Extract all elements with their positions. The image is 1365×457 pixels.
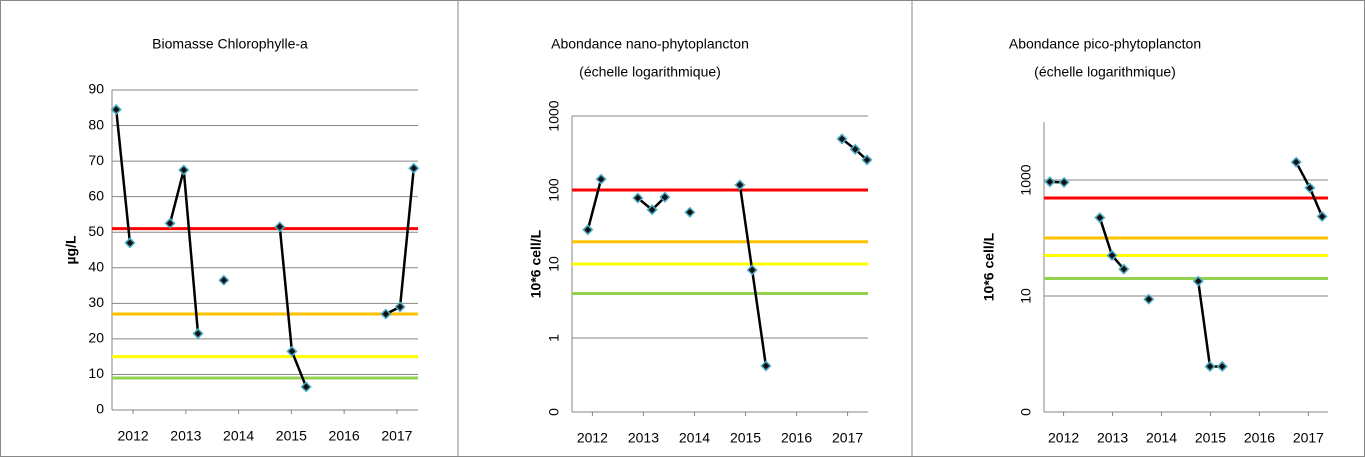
x-tick-label: 2014 bbox=[223, 428, 254, 444]
data-point bbox=[632, 192, 644, 204]
y-tick-label: 20 bbox=[88, 330, 104, 346]
data-point bbox=[746, 264, 758, 276]
data-point bbox=[836, 133, 848, 145]
y-tick-label: 1 bbox=[546, 334, 562, 342]
chart-title: Abondance nano-phytoplancton bbox=[551, 36, 749, 52]
chart-subtitle: (échelle logarithmique) bbox=[1034, 64, 1176, 80]
data-point bbox=[192, 327, 204, 340]
chart-title: Biomasse Chlorophylle-a bbox=[152, 36, 308, 52]
data-point bbox=[1094, 212, 1106, 224]
x-tick-label: 2015 bbox=[1195, 430, 1226, 446]
y-tick-label: 1000 bbox=[546, 100, 562, 131]
data-point bbox=[408, 162, 420, 174]
y-axis-title: 10*6 cell/L bbox=[981, 232, 997, 301]
y-tick-label: 10 bbox=[88, 365, 104, 381]
data-point bbox=[218, 274, 230, 286]
data-point bbox=[124, 237, 136, 249]
x-tick-label: 2016 bbox=[329, 428, 360, 444]
y-tick-label: 10 bbox=[1018, 288, 1034, 304]
data-point bbox=[1316, 210, 1328, 223]
y-tick-label: 0 bbox=[546, 408, 562, 416]
x-tick-label: 2015 bbox=[730, 430, 761, 446]
data-point bbox=[734, 179, 746, 191]
data-point bbox=[659, 191, 671, 203]
y-tick-label: 10 bbox=[546, 256, 562, 272]
y-tick-label: 0 bbox=[1018, 408, 1034, 416]
data-point bbox=[1143, 293, 1155, 305]
data-point bbox=[1118, 263, 1130, 275]
x-tick-label: 2017 bbox=[832, 430, 863, 446]
x-tick-label: 2013 bbox=[1097, 430, 1128, 446]
data-point bbox=[582, 224, 594, 236]
data-point bbox=[861, 154, 873, 166]
y-tick-label: 1000 bbox=[1018, 164, 1034, 195]
data-point bbox=[849, 143, 861, 155]
x-tick-label: 2014 bbox=[679, 430, 710, 446]
data-point bbox=[178, 164, 190, 176]
y-tick-label: 50 bbox=[88, 223, 104, 239]
x-tick-label: 2013 bbox=[628, 430, 659, 446]
x-tick-label: 2013 bbox=[170, 428, 201, 444]
y-tick-label: 90 bbox=[88, 81, 104, 97]
chart-subtitle: (échelle logarithmique) bbox=[579, 64, 721, 80]
y-axis-title: 10*6 cell/L bbox=[528, 229, 544, 298]
data-point bbox=[684, 206, 696, 218]
data-point bbox=[595, 173, 607, 185]
data-point bbox=[300, 381, 312, 393]
data-point bbox=[380, 308, 392, 320]
x-tick-label: 2012 bbox=[118, 428, 149, 444]
data-point bbox=[1304, 182, 1316, 194]
data-point bbox=[110, 103, 122, 116]
y-tick-label: 100 bbox=[546, 178, 562, 202]
data-point bbox=[164, 217, 176, 229]
x-tick-label: 2016 bbox=[1244, 430, 1275, 446]
y-tick-label: 30 bbox=[88, 294, 104, 310]
y-axis-title: µg/L bbox=[63, 235, 79, 265]
data-point bbox=[1204, 360, 1216, 373]
x-tick-label: 2017 bbox=[381, 428, 412, 444]
data-point bbox=[1058, 176, 1070, 188]
data-point bbox=[286, 345, 298, 357]
x-tick-label: 2015 bbox=[276, 428, 307, 444]
y-tick-label: 0 bbox=[96, 401, 104, 417]
data-point bbox=[1044, 176, 1056, 188]
y-tick-label: 70 bbox=[88, 152, 104, 168]
chart-title: Abondance pico-phytoplancton bbox=[1009, 36, 1201, 52]
y-tick-label: 60 bbox=[88, 187, 104, 203]
data-point bbox=[394, 301, 406, 313]
data-point bbox=[646, 204, 658, 216]
y-tick-label: 40 bbox=[88, 258, 104, 274]
x-tick-label: 2014 bbox=[1146, 430, 1177, 446]
data-point bbox=[1290, 156, 1302, 168]
data-point bbox=[1216, 360, 1228, 373]
data-point bbox=[1106, 249, 1118, 262]
y-tick-label: 80 bbox=[88, 116, 104, 132]
x-tick-label: 2012 bbox=[1048, 430, 1079, 446]
x-tick-label: 2012 bbox=[577, 430, 608, 446]
data-point bbox=[1192, 275, 1204, 287]
data-point bbox=[274, 221, 286, 233]
data-point bbox=[760, 360, 772, 372]
x-tick-label: 2017 bbox=[1293, 430, 1324, 446]
x-tick-label: 2016 bbox=[781, 430, 812, 446]
